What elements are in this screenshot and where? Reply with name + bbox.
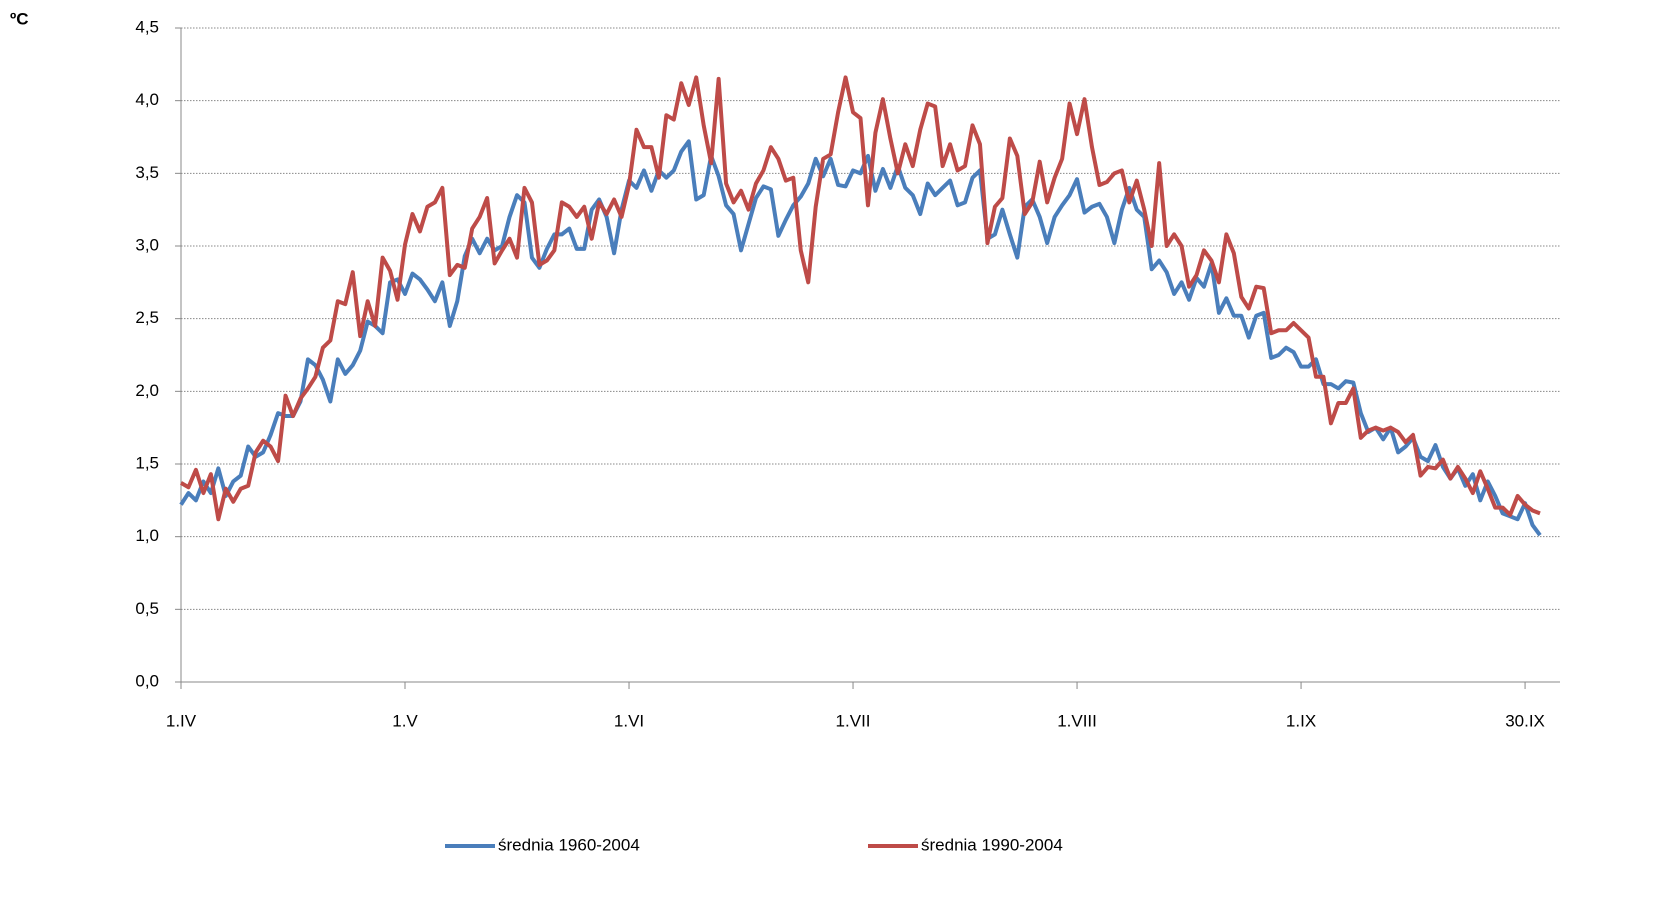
legend-label: średnia 1990-2004 bbox=[921, 835, 1063, 854]
y-tick-label: 0,5 bbox=[135, 599, 159, 618]
y-axis-unit: ºC bbox=[10, 9, 29, 28]
y-tick-label: 3,5 bbox=[135, 163, 159, 182]
x-tick-label: 1.VI bbox=[614, 711, 644, 730]
y-tick-label: 2,0 bbox=[135, 381, 159, 400]
legend-label: średnia 1960-2004 bbox=[498, 835, 640, 854]
x-tick-label: 1.VII bbox=[836, 711, 871, 730]
y-tick-label: 1,0 bbox=[135, 526, 159, 545]
y-tick-label: 4,5 bbox=[135, 17, 159, 36]
line-series bbox=[179, 139, 1542, 537]
y-tick-label: 0,0 bbox=[135, 671, 159, 690]
x-tick-label: 30.IX bbox=[1505, 711, 1545, 730]
x-tick-label: 1.V bbox=[392, 711, 418, 730]
y-tick-label: 3,0 bbox=[135, 235, 159, 254]
x-tick-label: 1.VIII bbox=[1057, 711, 1097, 730]
y-tick-label: 2,5 bbox=[135, 308, 159, 327]
y-tick-label: 4,0 bbox=[135, 90, 159, 109]
x-tick-label: 1.IX bbox=[1286, 711, 1316, 730]
line-series bbox=[179, 75, 1541, 522]
y-tick-label: 1,5 bbox=[135, 453, 159, 472]
x-tick-label: 1.IV bbox=[166, 711, 197, 730]
